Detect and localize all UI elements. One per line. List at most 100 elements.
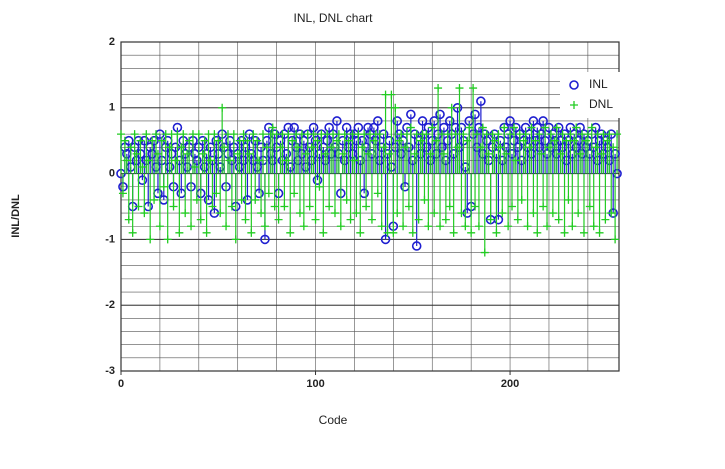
dnl-marker	[439, 149, 448, 158]
dnl-marker	[169, 202, 178, 211]
dnl-marker	[525, 143, 534, 152]
dnl-marker	[229, 130, 238, 139]
dnl-marker	[237, 195, 246, 204]
inl-marker	[380, 234, 391, 245]
dnl-marker	[587, 123, 596, 132]
dnl-marker	[476, 143, 485, 152]
dnl-marker	[496, 143, 505, 152]
dnl-marker	[179, 130, 188, 139]
dnl-marker	[187, 222, 196, 231]
dnl-marker	[144, 156, 153, 165]
dnl-marker	[562, 136, 571, 145]
y-tick-label: 0	[109, 168, 115, 180]
dnl-marker	[216, 209, 225, 218]
dnl-marker	[122, 156, 131, 165]
dnl-marker	[120, 136, 129, 145]
dnl-marker	[124, 215, 133, 224]
dnl-marker	[467, 228, 476, 237]
dnl-marker	[155, 222, 164, 231]
dnl-marker	[153, 149, 162, 158]
dnl-marker	[220, 143, 229, 152]
dnl-marker	[134, 202, 143, 211]
dnl-marker	[539, 202, 548, 211]
dnl-marker	[558, 130, 567, 139]
dnl-marker	[233, 149, 242, 158]
inl-marker	[392, 116, 403, 126]
dnl-marker	[472, 130, 481, 139]
dnl-marker	[453, 143, 462, 152]
dnl-marker	[130, 130, 139, 139]
chart-title: INL, DNL chart	[294, 11, 374, 25]
dnl-marker	[185, 136, 194, 145]
dnl-marker	[428, 123, 437, 132]
dnl-marker	[583, 130, 592, 139]
legend-label: INL	[589, 77, 608, 91]
y-tick-label: -2	[105, 299, 115, 311]
dnl-marker	[490, 136, 499, 145]
dnl-marker	[280, 202, 289, 211]
dnl-marker	[288, 136, 297, 145]
dnl-marker	[531, 136, 540, 145]
dnl-marker	[465, 123, 474, 132]
dnl-marker	[574, 209, 583, 218]
dnl-marker	[294, 143, 303, 152]
series-1	[117, 84, 622, 257]
dnl-marker	[455, 84, 464, 93]
dnl-marker	[148, 136, 157, 145]
dnl-marker	[406, 123, 415, 132]
inl-marker	[538, 116, 548, 126]
dnl-marker	[138, 163, 147, 172]
inl-marker	[312, 175, 323, 185]
inl-marker	[417, 116, 428, 126]
dnl-marker	[305, 202, 314, 211]
dnl-marker	[346, 215, 355, 224]
dnl-marker	[321, 149, 330, 158]
dnl-marker	[498, 209, 507, 218]
dnl-marker	[196, 215, 205, 224]
dnl-marker	[367, 215, 376, 224]
dnl-marker	[194, 130, 203, 139]
dnl-marker	[251, 195, 260, 204]
dnl-marker	[338, 149, 347, 158]
dnl-marker	[613, 130, 622, 139]
dnl-marker	[311, 215, 320, 224]
dnl-marker	[385, 149, 394, 158]
dnl-marker	[579, 228, 588, 237]
dnl-marker	[286, 228, 295, 237]
dnl-marker	[511, 156, 520, 165]
dnl-marker	[387, 90, 396, 99]
dnl-marker	[544, 143, 553, 152]
dnl-marker	[494, 130, 503, 139]
dnl-marker	[424, 222, 433, 231]
dnl-marker	[222, 222, 231, 231]
dnl-marker	[260, 222, 269, 231]
dnl-marker	[449, 228, 458, 237]
dnl-marker	[506, 130, 515, 139]
legend-box	[560, 72, 624, 118]
dnl-marker	[375, 130, 384, 139]
y-tick-label: 1	[109, 102, 115, 114]
dnl-marker	[253, 136, 262, 145]
dnl-marker	[235, 136, 244, 145]
inl-marker	[610, 149, 620, 159]
dnl-marker	[299, 222, 308, 231]
dnl-marker	[478, 123, 487, 132]
dnl-marker	[523, 222, 532, 231]
dnl-marker	[451, 130, 460, 139]
dnl-marker	[163, 235, 172, 244]
dnl-marker	[284, 130, 293, 139]
dnl-marker	[508, 202, 517, 211]
dnl-marker	[402, 130, 411, 139]
dnl-marker	[601, 215, 610, 224]
dnl-marker	[301, 149, 310, 158]
dnl-marker	[307, 143, 316, 152]
dnl-marker	[208, 202, 217, 211]
dnl-marker	[356, 228, 365, 237]
dnl-marker	[152, 130, 161, 139]
dnl-marker	[471, 202, 480, 211]
dnl-marker	[527, 123, 536, 132]
dnl-marker	[336, 222, 345, 231]
dnl-marker	[432, 136, 441, 145]
dnl-marker	[509, 123, 518, 132]
dnl-marker	[572, 123, 581, 132]
